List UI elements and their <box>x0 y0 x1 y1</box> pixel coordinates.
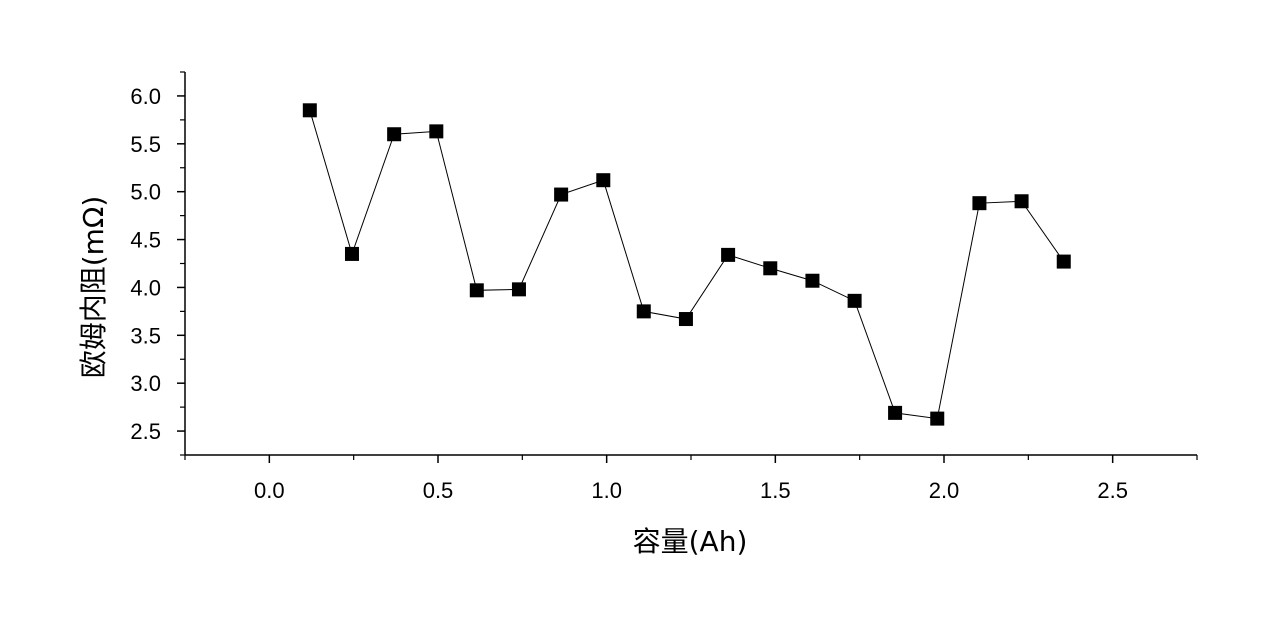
x-tick-label: 2.0 <box>929 478 960 503</box>
ticks <box>177 71 1198 463</box>
axes <box>184 72 1197 456</box>
data-point <box>805 273 820 288</box>
data-point <box>344 246 359 261</box>
data-point <box>678 312 693 327</box>
data-point <box>847 293 862 308</box>
markers <box>302 103 1071 426</box>
y-tick-label: 5.0 <box>130 180 161 205</box>
data-point <box>596 173 611 188</box>
data-point <box>721 247 736 262</box>
x-tick-label: 1.0 <box>591 478 622 503</box>
y-tick-label: 2.5 <box>130 419 161 444</box>
data-point <box>554 187 569 202</box>
data-point <box>1056 254 1071 269</box>
data-point <box>429 124 444 139</box>
data-point <box>888 405 903 420</box>
y-tick-label: 4.0 <box>130 275 161 300</box>
series-line-path <box>309 110 1065 420</box>
series-line <box>309 110 1065 420</box>
data-point <box>511 282 526 297</box>
y-axis-title: 欧姆内阻(mΩ) <box>77 196 110 379</box>
x-axis-title: 容量(Ah) <box>633 525 748 558</box>
data-point <box>469 283 484 298</box>
tick-labels: 0.0 0.5 1.0 1.5 2.0 2.5 2.5 3.0 3.5 4.0 4.5 5.0 5.5 6… <box>130 84 1128 503</box>
data-point <box>302 103 317 118</box>
x-tick-label: 1.5 <box>760 478 791 503</box>
data-point <box>972 196 987 211</box>
data-point <box>1014 194 1029 209</box>
data-point <box>763 261 778 276</box>
y-tick-label: 6.0 <box>130 84 161 109</box>
y-tick-label: 3.0 <box>130 371 161 396</box>
data-point <box>930 411 945 426</box>
data-point <box>387 127 402 142</box>
y-tick-label: 4.5 <box>130 228 161 253</box>
y-tick-label: 5.5 <box>130 132 161 157</box>
y-tick-label: 3.5 <box>130 323 161 348</box>
data-point <box>636 304 651 319</box>
x-tick-label: 0.5 <box>423 478 454 503</box>
x-tick-label: 2.5 <box>1097 478 1128 503</box>
x-tick-label: 0.0 <box>254 478 285 503</box>
